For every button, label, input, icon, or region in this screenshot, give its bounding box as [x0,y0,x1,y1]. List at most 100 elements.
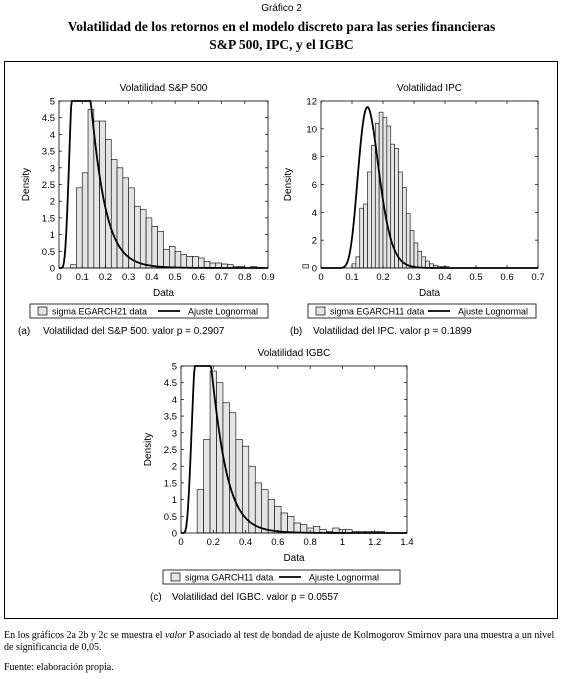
chart2-histogram-bar [398,171,403,269]
chart1-histogram-bar [76,187,83,269]
chart3-y-tick-label: 2.5 [164,445,177,456]
chart1-x-tick-label: 0.1 [76,272,89,283]
chart1-legend-label-data: sigma EGARCH21 data [52,307,147,317]
chart3-caption-letter: (c) [150,592,162,603]
chart1-histogram-bar [116,167,124,269]
chart2-histogram-bar [386,125,392,269]
chart2-x-tick-label: 0.1 [345,272,358,283]
chart1-x-tick-label: 0.4 [145,272,158,283]
chart2-x-tick-label: 0.3 [407,272,420,283]
footnote: En los gráficos 2a 2b y 2c se muestra el… [4,630,560,654]
chart1-legend-box [29,303,269,319]
chart2-histogram-bar [417,251,423,269]
chart2-y-tick-label: 0 [312,264,317,275]
chart1-histogram-bar [110,159,118,269]
chart2-y-tick-label: 4 [312,208,317,219]
chart2-histogram-bar [371,145,376,269]
chart2-histogram-bar [413,242,419,269]
chart3-histogram-bar [280,512,288,534]
chart2-histogram-bar [402,186,407,269]
chart1-x-tick-label: 0.9 [261,272,274,283]
chart1-x-tick-label: 0.8 [238,272,251,283]
chart3-histogram-bar [216,382,224,534]
chart1-histogram-bar [128,187,135,269]
chart1-histogram-bar [87,109,95,269]
chart1-caption-text: Volatilidad del S&P 500. valor p = 0.290… [43,326,225,337]
chart3-x-tick-label: 1 [340,537,345,548]
chart3-x-tick-label: 0.8 [304,537,317,548]
chart2-caption-letter: (b) [290,326,302,337]
chart1-histogram-bar [151,225,158,269]
chart1-x-tick-label: 0.6 [192,272,205,283]
chart1-histogram-bar [81,172,89,269]
chart1-y-tick-label: 1 [50,230,55,241]
chart3-histogram-bar [196,489,204,534]
chart1-y-tick-label: 0.5 [42,247,55,258]
chart1-y-tick-label: 1.5 [42,213,55,224]
chart2-y-tick-label: 12 [306,97,317,108]
chart3-y-tick-label: 0 [172,529,177,540]
chart3-x-tick-label: 0.4 [239,537,252,548]
chart3-y-tick-label: 3.5 [164,412,177,423]
chart1-legend-bar-swatch [37,306,48,316]
chart3-legend-bar-swatch [170,572,181,582]
chart2-histogram-bar [409,230,415,269]
chart1-x-tick-label: 0.2 [99,272,112,283]
chart3-legend-label-fit: Ajuste Lognormal [309,573,379,583]
chart3-histogram-bar [267,499,275,534]
chart3-x-tick-label: 0.2 [207,537,220,548]
chart1-y-tick-label: 3 [50,163,55,174]
chart3-histogram-bar [261,489,269,534]
chart1-histogram-bar [70,264,77,269]
figure-title-line-1: Volatilidad de los retornos en el modelo… [67,19,496,34]
chart2-histogram-bar [363,203,368,269]
chart1-histogram-bar [186,256,193,269]
chart3-y-tick-label: 3 [172,428,177,439]
chart1-y-axis-label: Density [21,168,32,201]
chart3-x-tick-label: 0.6 [271,537,284,548]
chart2-title: Volatilidad IPC [397,83,462,94]
chart3-histogram-bar [209,370,217,534]
chart1-histogram-bar [302,264,309,269]
source-note: Fuente: elaboración propia. [4,662,114,673]
chart1-y-tick-label: 3.5 [42,147,55,158]
chart1-y-tick-label: 4.5 [42,113,55,124]
chart2-histogram-bar [382,117,388,269]
chart1-histogram-bar [105,139,112,269]
chart2-y-axis-label: Density [283,168,294,201]
chart3-x-tick-label: 0 [178,537,183,548]
chart1-caption-letter: (a) [18,326,30,337]
chart2-legend-box [307,303,537,319]
chart2-x-tick-label: 0.5 [469,272,482,283]
chart2-legend-bar-swatch [315,306,326,316]
chart3-histogram-bar [287,515,295,534]
chart1-x-tick-label: 0 [56,272,61,283]
chart3-histogram-bar [274,505,282,534]
chart3-y-axis-label: Density [143,433,154,466]
chart1-y-tick-label: 0 [50,264,55,275]
chart3-x-axis-label: Data [283,553,305,564]
chart2-y-tick-label: 8 [312,152,317,163]
chart2-histogram-bar [359,207,364,269]
chart2-plot-frame [320,100,539,269]
chart1-x-tick-label: 0.3 [122,272,135,283]
chart2-y-tick-label: 6 [312,180,317,191]
footnote-italic: valor [165,630,187,641]
chart1-histogram-bar [192,256,199,269]
chart2-x-axis-label: Data [419,288,441,299]
chart2-lognormal-fit-curve [321,106,538,269]
figure-frame [4,61,558,619]
chart3-title: Volatilidad IGBC [258,348,331,359]
chart1-histogram-bar [134,205,141,269]
chart1-histogram-bar [157,230,164,269]
chart3-y-tick-label: 4 [172,395,177,406]
figure-label: Gráfico 2 [261,3,302,14]
chart1-y-tick-label: 2.5 [42,180,55,191]
chart2-legend-label-data: sigma EGARCH11 data [330,307,424,317]
chart3-legend-label-data: sigma GARCH11 data [185,573,273,583]
chart3-y-tick-label: 4.5 [164,378,177,389]
chart3-histogram-bar [293,522,301,534]
chart1-x-tick-label: 0.5 [169,272,182,283]
chart3-histogram-bar [235,439,243,534]
